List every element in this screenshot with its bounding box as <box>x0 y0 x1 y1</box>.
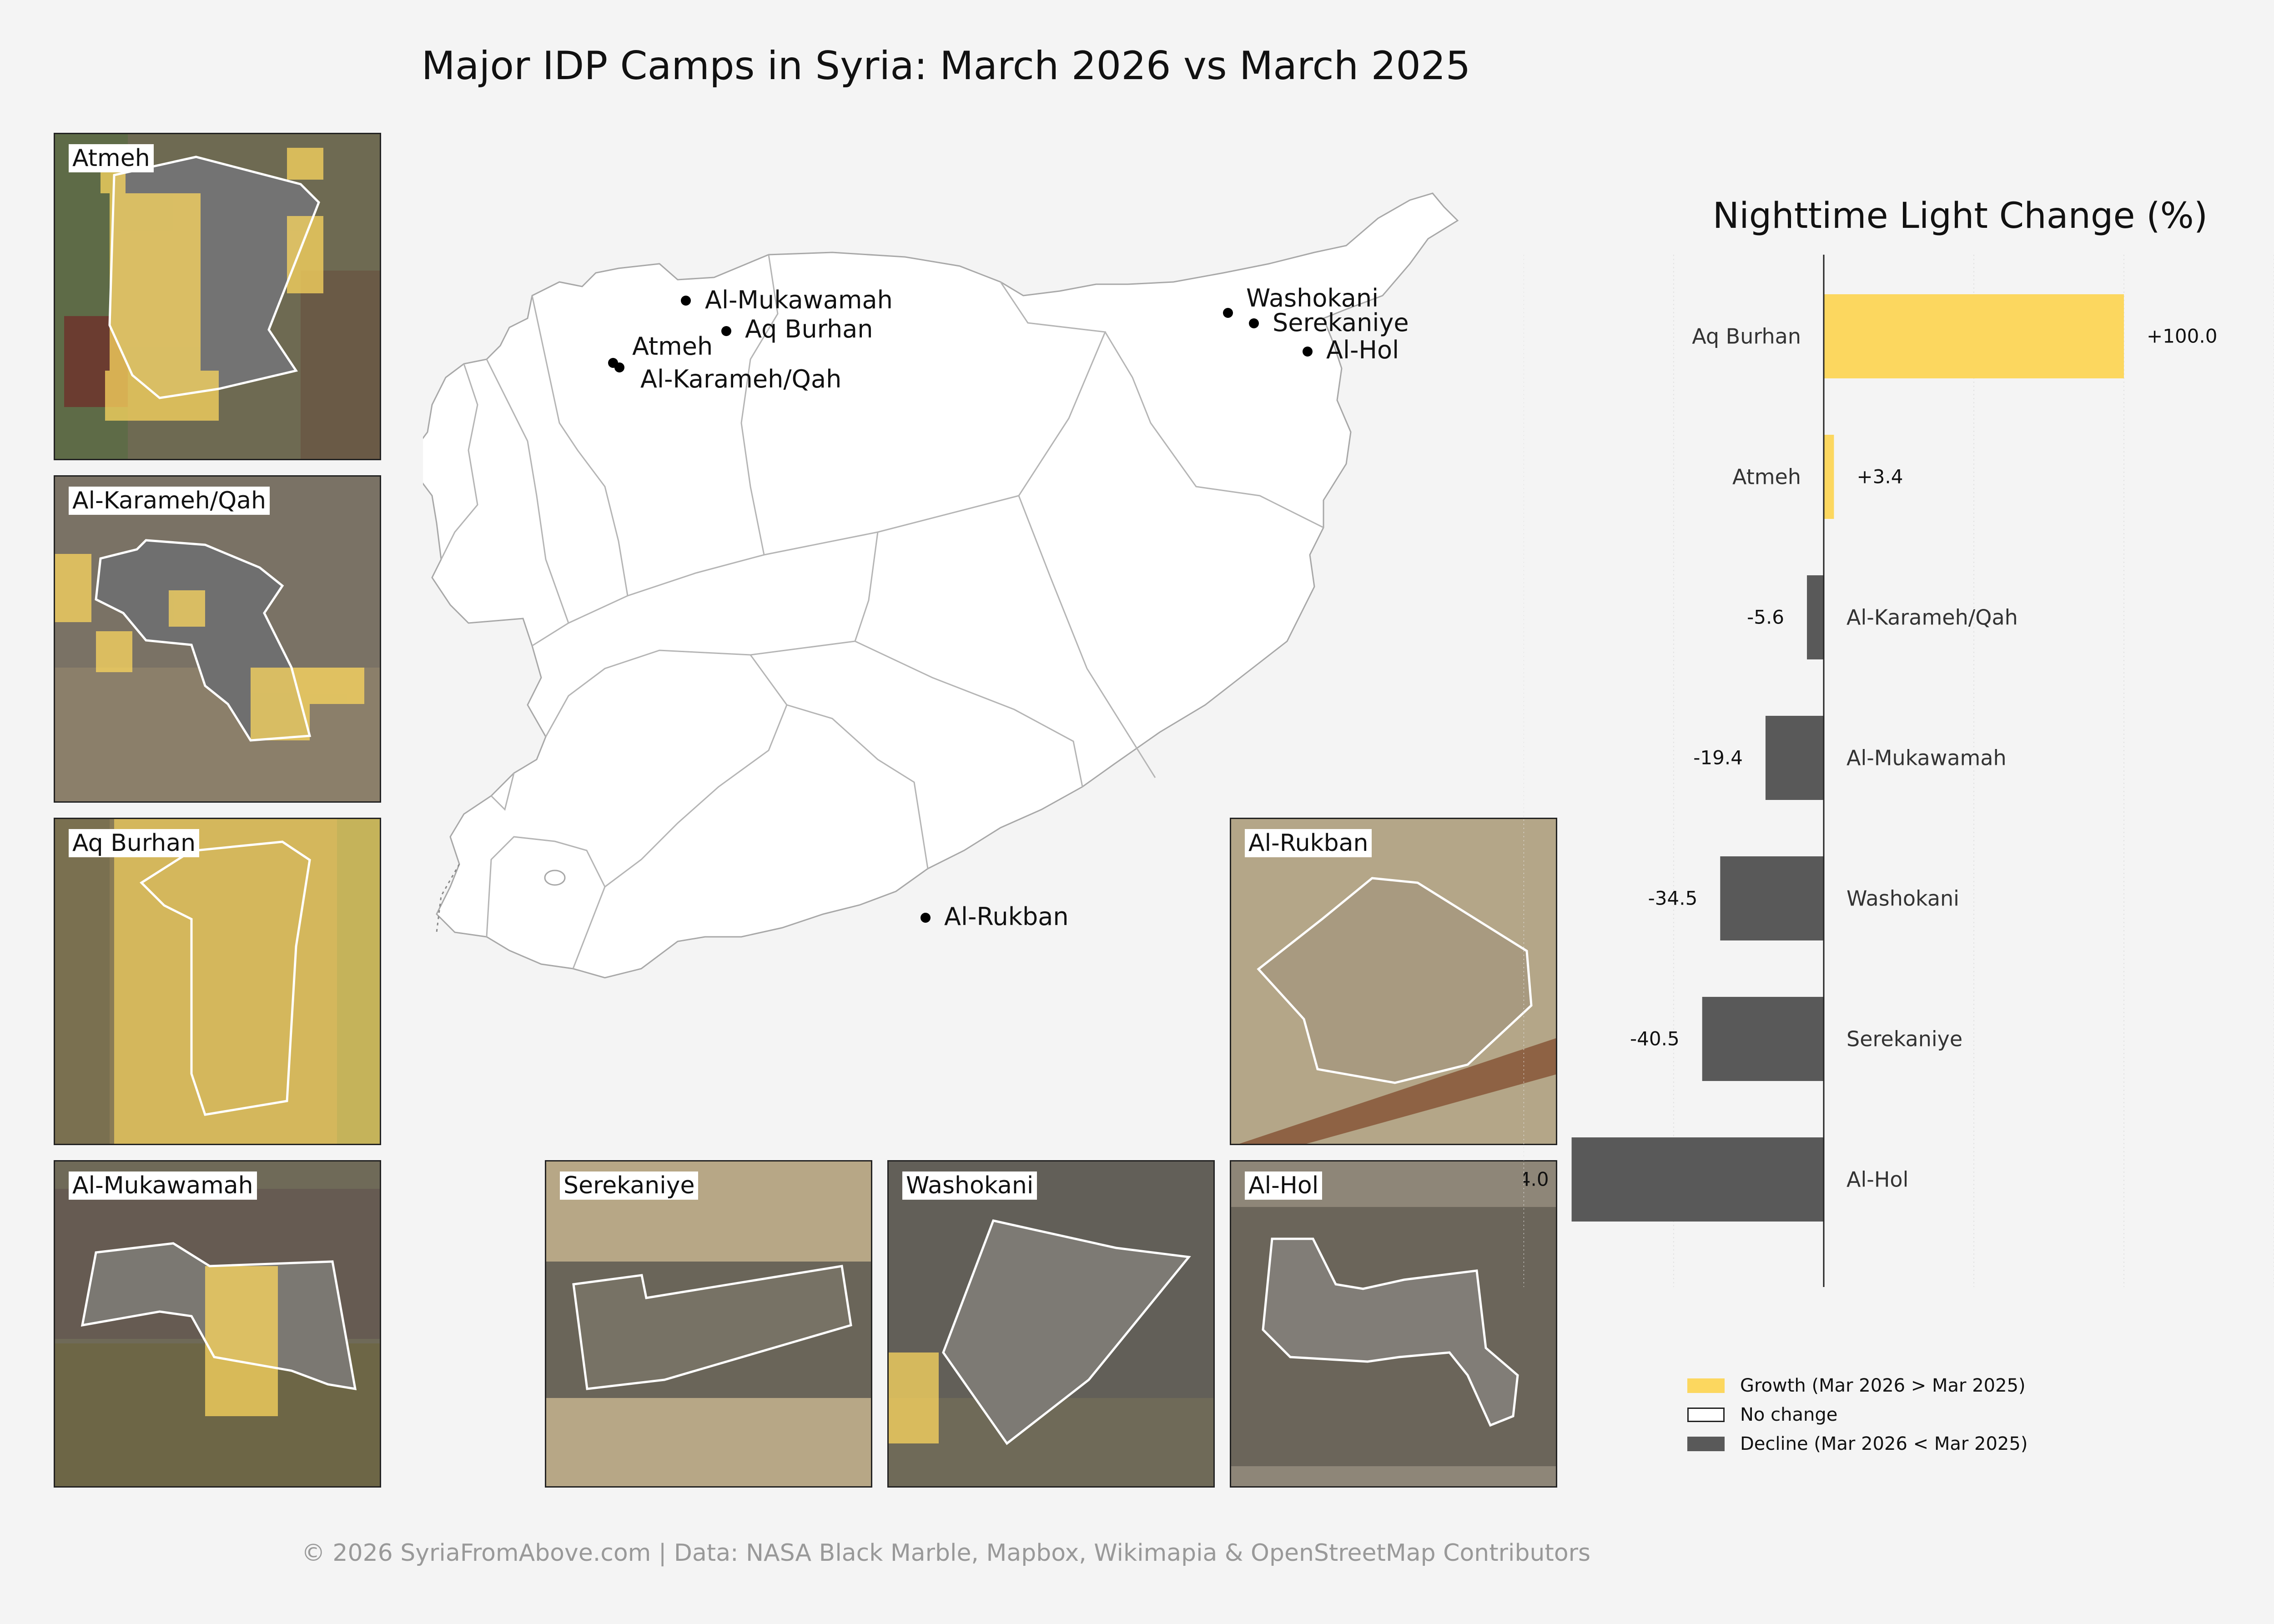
camp-label-al-karameh-qah: Al-Karameh/Qah <box>640 365 841 393</box>
syria-map: Al-Mukawamah Aq Burhan Atmeh Al-Karameh/… <box>423 192 1459 979</box>
value-label: -34.5 <box>1648 887 1698 910</box>
value-label: -40.5 <box>1630 1028 1680 1050</box>
tile-label-al-mukawamah: Al-Mukawamah <box>69 1171 257 1200</box>
nighttime-light-bar-chart: Aq Burhan +100.0 Atmeh +3.4 Al-Karameh/Qah -5… <box>1524 255 2274 1287</box>
chart-title: Nighttime Light Change (%) <box>1712 196 2208 236</box>
camp-dot-al-karameh-qah <box>614 362 624 372</box>
syria-outline <box>423 192 1459 979</box>
camp-dot-washokani <box>1223 308 1233 318</box>
legend-swatch-decline <box>1687 1437 1725 1451</box>
tile-al-hol: Al-Hol <box>1230 1160 1557 1488</box>
figure-title: Major IDP Camps in Syria: March 2026 vs … <box>421 43 1471 89</box>
tile-al-rukban: Al-Rukban <box>1230 818 1557 1145</box>
category-label: Serekaniye <box>1846 1027 1962 1051</box>
bar-al-hol <box>1571 1137 1824 1222</box>
camp-dot-serekaniye <box>1249 318 1259 328</box>
legend-label-decline: Decline (Mar 2026 < Mar 2025) <box>1740 1433 2028 1454</box>
legend-item-decline: Decline (Mar 2026 < Mar 2025) <box>1687 1429 2027 1458</box>
camp-dot-al-rukban <box>921 913 931 923</box>
legend-swatch-growth <box>1687 1378 1725 1393</box>
bar-washokani <box>1720 856 1824 940</box>
satellite-image <box>1231 1161 1556 1486</box>
legend: Growth (Mar 2026 > Mar 2025) No change D… <box>1687 1371 2027 1458</box>
camp-label-washokani: Washokani <box>1246 284 1378 312</box>
legend-swatch-no-change <box>1687 1408 1725 1422</box>
tile-al-mukawamah: Al-Mukawamah <box>54 1160 381 1488</box>
legend-label-growth: Growth (Mar 2026 > Mar 2025) <box>1740 1375 2026 1396</box>
camp-label-aq-burhan: Aq Burhan <box>745 315 873 343</box>
category-label: Al-Karameh/Qah <box>1846 605 2018 630</box>
camp-dot-al-mukawamah <box>681 296 691 306</box>
tile-label-al-karameh-qah: Al-Karameh/Qah <box>69 487 270 515</box>
legend-item-no-change: No change <box>1687 1400 2027 1429</box>
tile-atmeh: Atmeh <box>54 133 381 460</box>
category-label: Washokani <box>1846 886 1959 911</box>
bar-serekaniye <box>1702 997 1824 1081</box>
camp-label-al-mukawamah: Al-Mukawamah <box>705 286 893 314</box>
tile-label-washokani: Washokani <box>902 1171 1037 1200</box>
tile-label-serekaniye: Serekaniye <box>560 1171 699 1200</box>
satellite-image <box>55 134 380 459</box>
satellite-image <box>889 1161 1213 1486</box>
tile-label-al-rukban: Al-Rukban <box>1245 829 1372 857</box>
satellite-image <box>55 819 380 1144</box>
satellite-image <box>1231 819 1556 1144</box>
bar-atmeh <box>1824 435 1834 519</box>
tile-serekaniye: Serekaniye <box>545 1160 872 1488</box>
camp-dot-al-hol <box>1303 347 1313 357</box>
tile-al-karameh-qah: Al-Karameh/Qah <box>54 475 381 803</box>
camp-label-al-hol: Al-Hol <box>1326 336 1399 364</box>
bar-al-mukawamah <box>1765 716 1824 800</box>
footer-credit: © 2026 SyriaFromAbove.com | Data: NASA B… <box>301 1539 1591 1567</box>
value-label: -5.6 <box>1747 606 1784 628</box>
tile-aq-burhan: Aq Burhan <box>54 818 381 1145</box>
satellite-image <box>546 1161 871 1486</box>
tile-label-atmeh: Atmeh <box>69 144 154 172</box>
camp-dot-aq-burhan <box>721 326 731 336</box>
camp-label-al-rukban: Al-Rukban <box>944 902 1069 931</box>
tile-label-al-hol: Al-Hol <box>1245 1171 1323 1200</box>
satellite-image <box>55 1161 380 1486</box>
tile-washokani: Washokani <box>887 1160 1215 1488</box>
bar-al-karameh-qah <box>1807 575 1824 659</box>
value-label: -84.0 <box>1524 1168 1549 1191</box>
bar-aq-burhan <box>1824 294 2124 378</box>
category-label: Al-Mukawamah <box>1846 746 2007 770</box>
legend-label-no-change: No change <box>1740 1404 1838 1425</box>
value-label: +100.0 <box>2147 325 2217 347</box>
legend-item-growth: Growth (Mar 2026 > Mar 2025) <box>1687 1371 2027 1400</box>
value-label: +3.4 <box>1856 466 1903 488</box>
satellite-image <box>55 477 380 801</box>
value-label: -19.4 <box>1693 747 1743 769</box>
category-label: Aq Burhan <box>1692 324 1801 349</box>
category-label: Atmeh <box>1732 465 1801 489</box>
category-label: Al-Hol <box>1846 1167 1908 1192</box>
camp-label-serekaniye: Serekaniye <box>1273 308 1409 337</box>
camp-markers: Al-Mukawamah Aq Burhan Atmeh Al-Karameh/… <box>608 284 1409 931</box>
camp-label-atmeh: Atmeh <box>632 332 713 361</box>
tile-label-aq-burhan: Aq Burhan <box>69 829 200 857</box>
